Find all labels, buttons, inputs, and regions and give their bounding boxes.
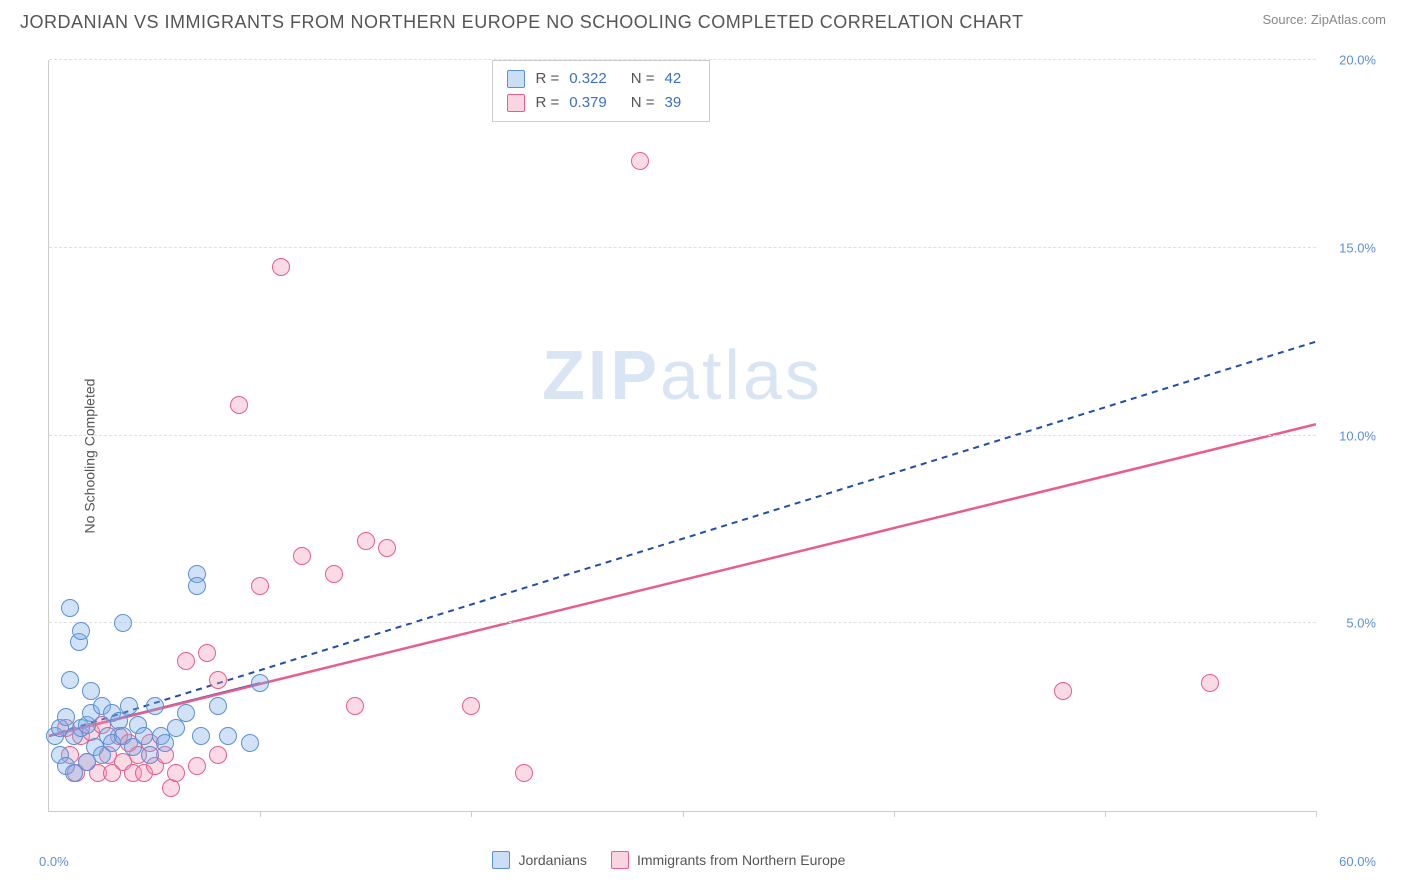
data-point [120, 697, 138, 715]
gridline [49, 622, 1316, 623]
x-axis-min-label: 0.0% [39, 854, 69, 869]
stats-box: R = 0.322 N = 42 R = 0.379 N = 39 [492, 60, 710, 122]
data-point [272, 258, 290, 276]
data-point [188, 577, 206, 595]
data-point [135, 727, 153, 745]
data-point [156, 734, 174, 752]
data-point [61, 599, 79, 617]
y-tick-label: 10.0% [1339, 428, 1376, 443]
legend-label: Immigrants from Northern Europe [637, 852, 846, 868]
data-point [209, 671, 227, 689]
gridline [49, 59, 1316, 60]
r-value: 0.322 [569, 67, 607, 91]
data-point [192, 727, 210, 745]
n-label: N = [631, 91, 655, 115]
data-point [167, 719, 185, 737]
data-point [177, 652, 195, 670]
plot-area: ZIPatlas R = 0.322 N = 42 R = 0.379 N = … [48, 60, 1316, 812]
swatch-blue-icon [492, 851, 510, 869]
y-tick-label: 15.0% [1339, 240, 1376, 255]
swatch-pink-icon [611, 851, 629, 869]
data-point [251, 577, 269, 595]
legend: Jordanians Immigrants from Northern Euro… [492, 851, 845, 869]
data-point [1201, 674, 1219, 692]
data-point [114, 614, 132, 632]
n-value: 39 [665, 91, 682, 115]
data-point [209, 697, 227, 715]
data-point [515, 764, 533, 782]
gridline [49, 247, 1316, 248]
n-value: 42 [665, 67, 682, 91]
data-point [346, 697, 364, 715]
data-point [219, 727, 237, 745]
x-tick [260, 811, 261, 817]
swatch-pink-icon [507, 94, 525, 112]
data-point [241, 734, 259, 752]
data-point [631, 152, 649, 170]
data-point [72, 622, 90, 640]
data-point [251, 674, 269, 692]
swatch-blue-icon [507, 70, 525, 88]
y-tick-label: 20.0% [1339, 53, 1376, 68]
data-point [177, 704, 195, 722]
data-point [293, 547, 311, 565]
n-label: N = [631, 67, 655, 91]
chart-container: No Schooling Completed ZIPatlas R = 0.32… [48, 60, 1386, 852]
x-tick [471, 811, 472, 817]
x-tick [683, 811, 684, 817]
trend-line [49, 424, 1316, 736]
data-point [1054, 682, 1072, 700]
source-label: Source: ZipAtlas.com [1262, 12, 1386, 27]
data-point [167, 764, 185, 782]
data-point [188, 757, 206, 775]
x-tick [1105, 811, 1106, 817]
stats-row-pink: R = 0.379 N = 39 [507, 91, 695, 115]
data-point [357, 532, 375, 550]
r-label: R = [535, 67, 559, 91]
legend-item: Jordanians [492, 851, 587, 869]
data-point [61, 671, 79, 689]
data-point [378, 539, 396, 557]
gridline [49, 435, 1316, 436]
x-tick [894, 811, 895, 817]
x-tick [1316, 811, 1317, 817]
legend-label: Jordanians [518, 852, 587, 868]
x-axis-max-label: 60.0% [1339, 854, 1376, 869]
data-point [209, 746, 227, 764]
r-label: R = [535, 91, 559, 115]
y-tick-label: 5.0% [1346, 616, 1376, 631]
stats-row-blue: R = 0.322 N = 42 [507, 67, 695, 91]
data-point [146, 697, 164, 715]
data-point [198, 644, 216, 662]
legend-item: Immigrants from Northern Europe [611, 851, 846, 869]
r-value: 0.379 [569, 91, 607, 115]
data-point [325, 565, 343, 583]
data-point [230, 396, 248, 414]
watermark: ZIPatlas [542, 335, 823, 415]
trend-lines [49, 60, 1316, 811]
data-point [462, 697, 480, 715]
chart-title: JORDANIAN VS IMMIGRANTS FROM NORTHERN EU… [20, 12, 1024, 33]
